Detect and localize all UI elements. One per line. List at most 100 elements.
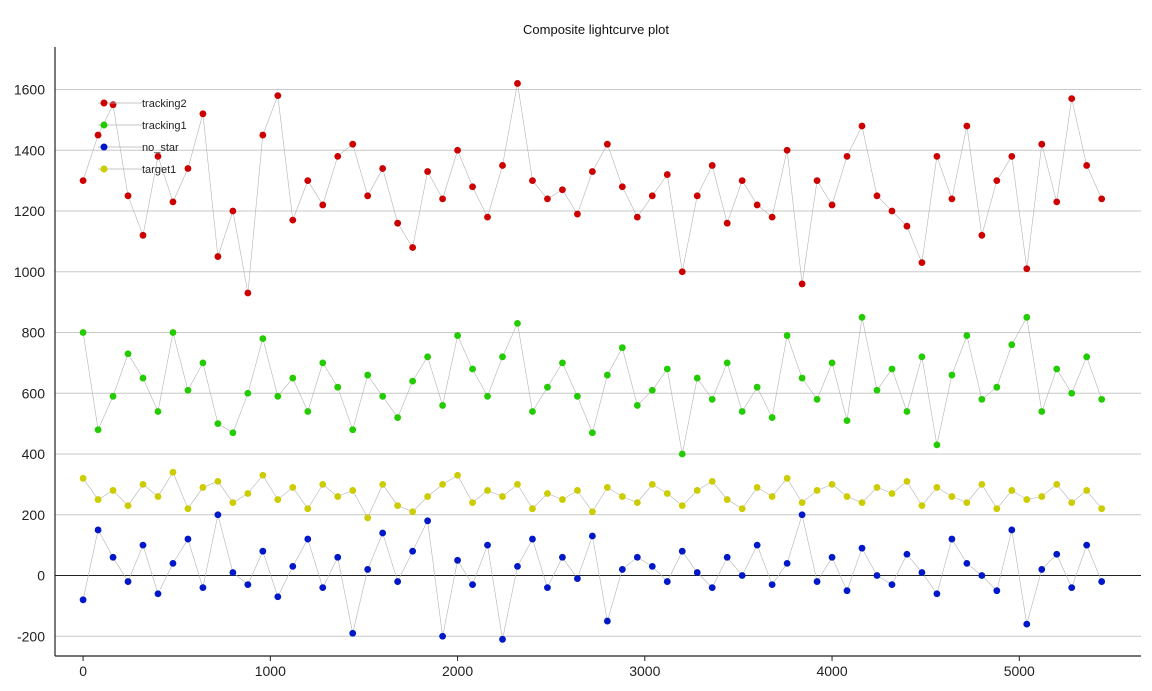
data-point xyxy=(873,192,881,200)
data-point xyxy=(169,559,177,567)
data-point xyxy=(364,371,372,379)
data-point xyxy=(154,590,162,598)
data-point xyxy=(1038,493,1046,500)
data-point xyxy=(544,490,551,497)
data-point xyxy=(574,392,581,400)
data-point xyxy=(708,477,716,485)
legend-marker xyxy=(100,165,108,173)
data-point xyxy=(813,395,821,403)
data-point xyxy=(364,192,372,200)
data-point xyxy=(559,496,566,503)
data-point xyxy=(798,374,806,382)
data-point xyxy=(708,162,716,169)
y-tick-label: 800 xyxy=(22,325,46,341)
data-point xyxy=(858,544,866,552)
data-point xyxy=(738,177,746,185)
y-tick-label: 600 xyxy=(22,385,46,401)
data-point xyxy=(903,550,911,558)
data-point xyxy=(603,484,611,491)
data-point xyxy=(1068,584,1076,592)
data-point xyxy=(304,177,312,185)
data-point xyxy=(334,493,342,500)
data-point xyxy=(499,162,506,169)
data-point xyxy=(154,152,162,160)
data-point xyxy=(139,231,147,239)
data-series xyxy=(79,80,1106,643)
data-point xyxy=(379,392,387,400)
data-point xyxy=(828,553,836,561)
data-point xyxy=(813,487,821,494)
data-point xyxy=(109,392,117,400)
data-point xyxy=(1068,499,1076,507)
data-point xyxy=(693,569,701,576)
data-point xyxy=(963,122,971,130)
data-point xyxy=(169,468,177,476)
y-tick-label: 0 xyxy=(37,568,45,584)
gridlines xyxy=(55,89,1141,637)
data-point xyxy=(559,359,566,367)
x-tick-label: 4000 xyxy=(816,663,847,679)
data-point xyxy=(439,632,446,640)
x-tick-label: 5000 xyxy=(1004,663,1035,679)
data-point xyxy=(454,471,461,479)
data-point xyxy=(783,332,791,339)
data-point xyxy=(334,383,342,391)
data-point xyxy=(244,289,252,297)
data-point xyxy=(154,493,162,500)
data-point xyxy=(1023,496,1031,503)
data-point xyxy=(1083,353,1091,361)
data-point xyxy=(559,553,566,561)
data-point xyxy=(139,480,147,488)
data-point xyxy=(798,499,806,507)
data-point xyxy=(1008,152,1016,160)
data-point xyxy=(948,535,956,543)
data-point xyxy=(109,101,117,109)
legend: tracking2 tracking1 no_star target1 xyxy=(98,98,187,176)
data-point xyxy=(588,168,596,175)
data-point xyxy=(334,553,342,561)
data-point xyxy=(274,496,282,503)
data-point xyxy=(648,562,656,570)
data-point xyxy=(499,635,506,643)
data-point xyxy=(94,131,102,139)
legend-label: tracking1 xyxy=(142,120,187,132)
data-point xyxy=(588,508,596,516)
data-point xyxy=(888,581,896,589)
data-point xyxy=(409,508,417,516)
data-point xyxy=(484,487,491,494)
data-point xyxy=(484,541,491,549)
data-point xyxy=(753,484,761,491)
data-point xyxy=(274,92,282,99)
y-tick-label: -200 xyxy=(17,628,45,644)
data-point xyxy=(723,359,731,367)
y-tick-label: 200 xyxy=(22,507,46,523)
data-point xyxy=(424,168,432,175)
data-point xyxy=(454,332,461,339)
data-point xyxy=(768,493,776,500)
data-point xyxy=(394,219,402,227)
data-point xyxy=(364,514,372,522)
data-point xyxy=(1008,487,1016,494)
data-point xyxy=(214,477,222,485)
data-point xyxy=(379,529,387,537)
data-point xyxy=(79,329,87,336)
data-point xyxy=(1053,198,1061,206)
data-point xyxy=(229,499,237,507)
data-point xyxy=(648,480,656,488)
data-point xyxy=(828,359,836,367)
data-point xyxy=(603,140,611,148)
data-point xyxy=(229,429,237,437)
data-point xyxy=(843,417,851,425)
data-point xyxy=(693,374,701,382)
data-point xyxy=(588,429,596,437)
data-point xyxy=(978,572,986,579)
data-point xyxy=(603,617,611,625)
data-point xyxy=(993,505,1001,513)
data-point xyxy=(544,195,551,203)
data-point xyxy=(274,392,282,400)
data-point xyxy=(184,535,192,543)
x-tick-label: 2000 xyxy=(442,663,473,679)
data-point xyxy=(139,374,147,382)
data-point xyxy=(903,477,911,485)
